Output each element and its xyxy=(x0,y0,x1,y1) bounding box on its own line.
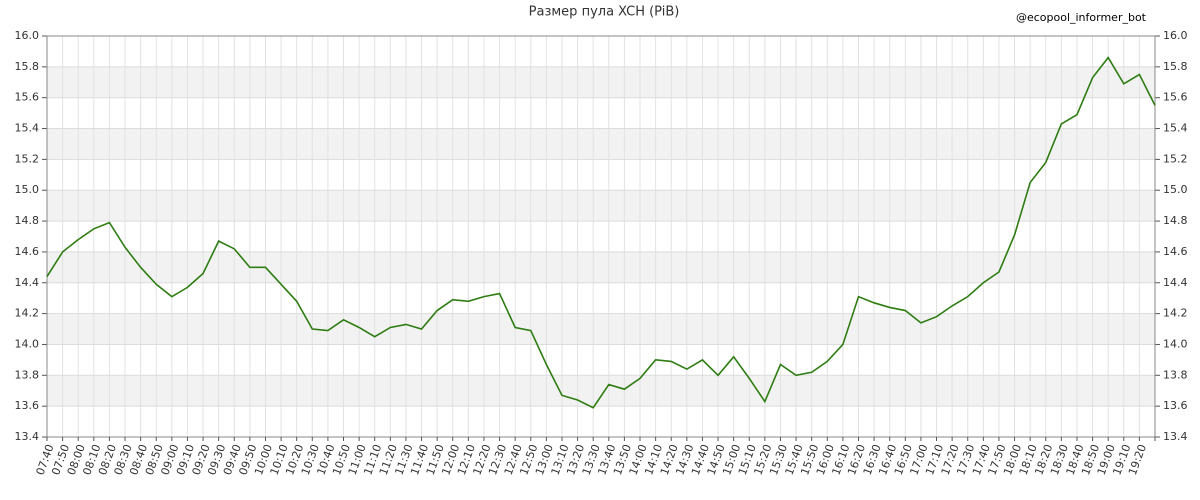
y2-tick-label: 14.0 xyxy=(1163,337,1188,350)
y2-tick-label: 15.0 xyxy=(1163,183,1188,196)
y-tick-label: 13.4 xyxy=(15,430,40,443)
y-tick-label: 15.2 xyxy=(15,152,40,165)
y2-tick-label: 14.4 xyxy=(1163,276,1188,289)
y2-tick-label: 14.2 xyxy=(1163,307,1188,320)
chart-title: Размер пула XCH (PiB) xyxy=(529,5,680,20)
y-tick-label: 13.6 xyxy=(15,399,40,412)
y-tick-label: 14.8 xyxy=(15,214,40,227)
watermark: @ecopool_informer_bot xyxy=(1016,11,1147,24)
grid-band xyxy=(47,251,1155,283)
grid-band xyxy=(47,375,1155,407)
y-tick-label: 14.6 xyxy=(15,245,40,258)
y2-tick-label: 13.4 xyxy=(1163,430,1188,443)
grid-band xyxy=(47,128,1155,160)
grid-band xyxy=(47,66,1155,98)
y-tick-label: 14.2 xyxy=(15,307,40,320)
y-tick-label: 15.4 xyxy=(15,122,40,135)
y-tick-label: 15.8 xyxy=(15,60,40,73)
y2-tick-label: 15.8 xyxy=(1163,60,1188,73)
grid-band xyxy=(47,313,1155,345)
plot-frame xyxy=(46,35,1156,438)
y2-tick-label: 13.8 xyxy=(1163,368,1188,381)
y2-tick-label: 16.0 xyxy=(1163,29,1188,42)
y2-tick-label: 14.6 xyxy=(1163,245,1188,258)
y-tick-label: 14.4 xyxy=(15,276,40,289)
y2-tick-label: 15.4 xyxy=(1163,122,1188,135)
y-tick-label: 13.8 xyxy=(15,368,40,381)
y2-tick-label: 14.8 xyxy=(1163,214,1188,227)
y-tick-label: 15.0 xyxy=(15,183,40,196)
y2-tick-label: 15.2 xyxy=(1163,152,1188,165)
y-tick-label: 15.6 xyxy=(15,91,40,104)
y-tick-label: 14.0 xyxy=(15,337,40,350)
y-tick-label: 16.0 xyxy=(15,29,40,42)
y2-tick-label: 15.6 xyxy=(1163,91,1188,104)
data-line xyxy=(46,56,1156,409)
y2-tick-label: 13.6 xyxy=(1163,399,1188,412)
grid-band xyxy=(47,190,1155,222)
